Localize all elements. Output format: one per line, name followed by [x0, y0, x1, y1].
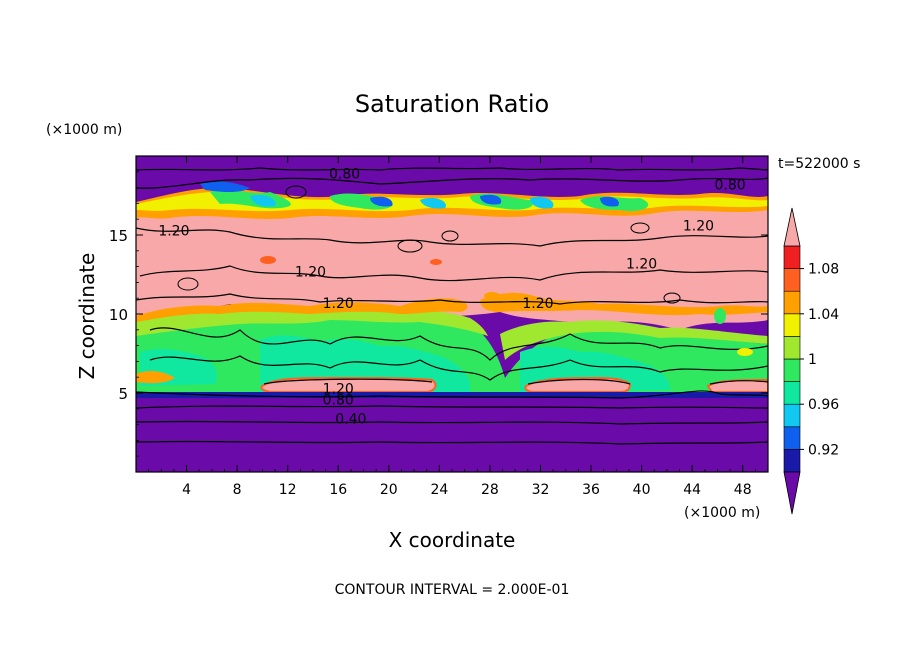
- colorbar-bin: [783, 290, 801, 315]
- x-tick-label: 16: [329, 482, 347, 498]
- contour-label: 1.20: [158, 223, 189, 239]
- contour-line: [136, 405, 768, 409]
- x-axis-title: X coordinate: [389, 528, 516, 552]
- cloud-layer-lightgreen: [136, 306, 768, 360]
- x-tick-label: 48: [734, 482, 752, 498]
- colorbar-tick-label: 0.96: [808, 397, 839, 413]
- contour-interval-footer: CONTOUR INTERVAL = 2.000E-01: [335, 582, 570, 598]
- colorbar-bin: [783, 426, 801, 450]
- contour-label: 0.80: [329, 166, 360, 182]
- contour-loop: [441, 230, 459, 242]
- x-tick-label: 44: [683, 482, 701, 498]
- heatmap-field: 0.800.801.20 1.201.20 1.201.20 1.201.200.80…: [136, 156, 768, 472]
- y-axis: 5 10 15: [109, 171, 768, 457]
- colorbar: 0.92 0.96 1 1.04 1.08: [783, 207, 839, 515]
- colorbar-tick-label: 1.08: [808, 262, 839, 278]
- colorbar-bin: [783, 403, 801, 428]
- colorbar-bin: [783, 313, 801, 337]
- colorbar-bin: [783, 449, 801, 473]
- colorbar-extend-bottom: [783, 471, 801, 515]
- y-axis-title: Z coordinate: [75, 253, 99, 380]
- x-tick-label: 12: [279, 482, 297, 498]
- contour-label: 1.20: [522, 296, 553, 312]
- lower-dry-layer: [136, 398, 768, 472]
- contour-label: 1.20: [323, 381, 354, 397]
- contour-loop: [663, 292, 681, 304]
- y-unit-label: (×1000 m): [46, 122, 122, 138]
- contour-label: 1.20: [683, 219, 714, 235]
- contour-closed-loops: [177, 185, 681, 304]
- y-tick-label: 15: [109, 227, 128, 245]
- contour-line: [136, 177, 768, 189]
- colorbar-tick-label: 1.04: [808, 307, 839, 323]
- contour-label: 1.20: [323, 296, 354, 312]
- time-label: t=522000 s: [778, 156, 860, 172]
- y-tick-label: 10: [109, 306, 128, 324]
- contour-line: [263, 378, 768, 385]
- contour-line: [139, 265, 768, 282]
- chart-title: Saturation Ratio: [355, 90, 549, 118]
- colorbar-bin: [783, 336, 801, 360]
- pink-zone-specks: [260, 256, 753, 356]
- contour-line: [136, 167, 768, 171]
- contour-loop: [177, 277, 199, 291]
- x-tick-label: 40: [633, 482, 651, 498]
- contour-loop: [285, 185, 307, 199]
- contour-line: [149, 327, 768, 361]
- contour-line: [136, 390, 768, 399]
- x-tick-label: 28: [481, 482, 499, 498]
- x-tick-label: 8: [233, 482, 242, 498]
- x-axis: 4 8 12 16 20 24 28 32 36 40 44 48: [148, 156, 756, 498]
- contour-label: 1.20: [295, 264, 326, 280]
- x-tick-label: 24: [430, 482, 448, 498]
- contour-loop: [397, 239, 423, 253]
- contour-line: [136, 227, 768, 247]
- x-tick-label: 32: [532, 482, 550, 498]
- x-unit-label: (×1000 m): [684, 505, 760, 521]
- contour-loop: [630, 222, 650, 234]
- colorbar-tick-label: 1: [808, 352, 817, 368]
- cloud-base-band: [136, 392, 768, 400]
- contour-label: 1.20: [626, 256, 657, 272]
- contour-label: 0.40: [335, 411, 366, 427]
- contour-labels: 0.800.801.20 1.201.20 1.201.20 1.201.200.80…: [158, 166, 745, 427]
- speck: [484, 292, 500, 300]
- colorbar-extend-top: [783, 207, 801, 247]
- colorbar-bin: [783, 268, 801, 292]
- upper-green-patches: [210, 190, 649, 212]
- contour-label: 0.80: [714, 177, 745, 193]
- contour-label: 0.80: [323, 392, 354, 408]
- colorbar-bin: [783, 381, 801, 405]
- x-tick-label: 4: [182, 482, 191, 498]
- x-tick-label: 36: [582, 482, 600, 498]
- speck: [737, 348, 753, 356]
- x-tick-label: 20: [380, 482, 398, 498]
- colorbar-tick-label: 0.92: [808, 442, 839, 458]
- contour-line: [149, 355, 768, 381]
- colorbar-bin: [783, 245, 801, 269]
- contour-line: [136, 420, 768, 425]
- speck: [714, 308, 726, 324]
- contour-line: [136, 440, 768, 445]
- colorbar-bin: [783, 358, 801, 382]
- cloud-layer-orange-streaks: [136, 292, 768, 384]
- supersaturated-region: [136, 202, 768, 330]
- y-tick-label: 5: [118, 385, 128, 403]
- speck: [430, 259, 442, 265]
- speck: [260, 256, 276, 264]
